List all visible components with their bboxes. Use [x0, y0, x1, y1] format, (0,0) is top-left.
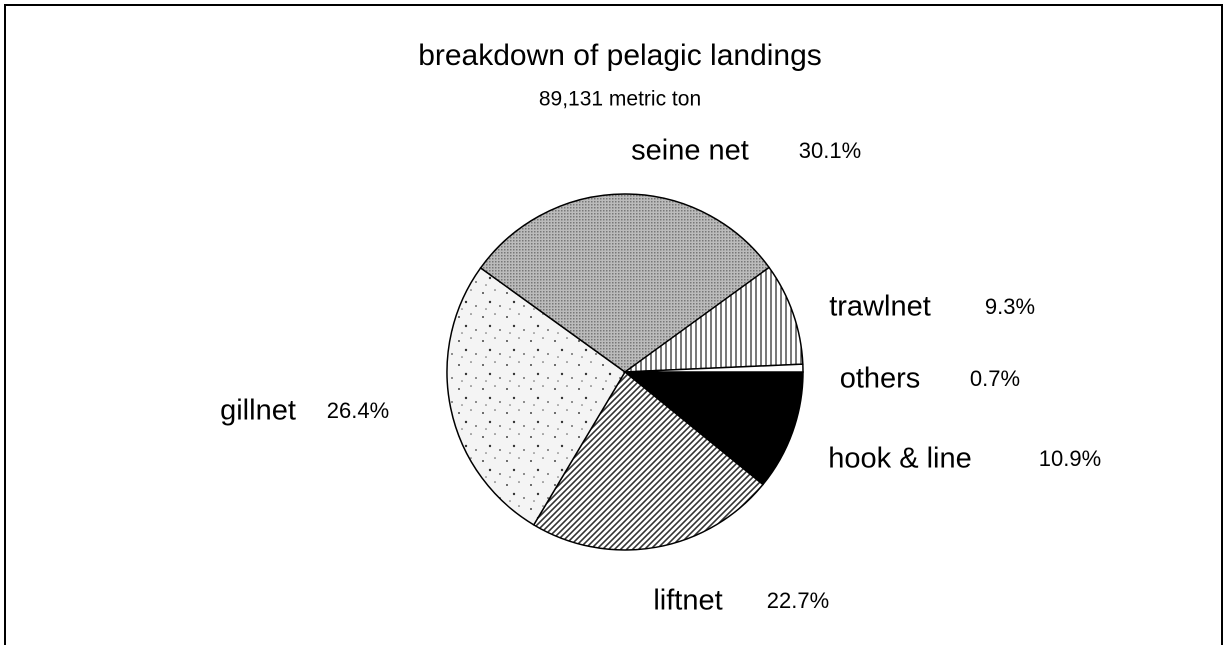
slice-value-label: 30.1%	[799, 138, 861, 163]
slice-label: trawlnet	[829, 291, 931, 323]
pie-slice	[622, 371, 804, 486]
slice-value-label: 0.7%	[970, 366, 1020, 391]
pie-slice	[622, 266, 804, 373]
slice-label: gillnet	[220, 395, 296, 427]
slice-value-label: 26.4%	[327, 398, 389, 423]
slice-label: seine net	[631, 135, 749, 167]
slice-label: hook & line	[828, 443, 972, 475]
chart-title: breakdown of pelagic landings	[418, 39, 822, 72]
slice-value-label: 22.7%	[767, 588, 829, 613]
pie-slice	[446, 266, 626, 526]
frame	[4, 4, 1223, 645]
slice-label: others	[840, 363, 921, 395]
pie-slice	[479, 193, 771, 373]
slice-label: liftnet	[653, 585, 722, 617]
pie-slice	[532, 370, 764, 551]
slice-value-label: 10.9%	[1039, 446, 1101, 471]
slice-value-label: 9.3%	[985, 294, 1035, 319]
chart-subtitle: 89,131 metric ton	[539, 88, 701, 111]
pie-slice	[624, 363, 804, 373]
